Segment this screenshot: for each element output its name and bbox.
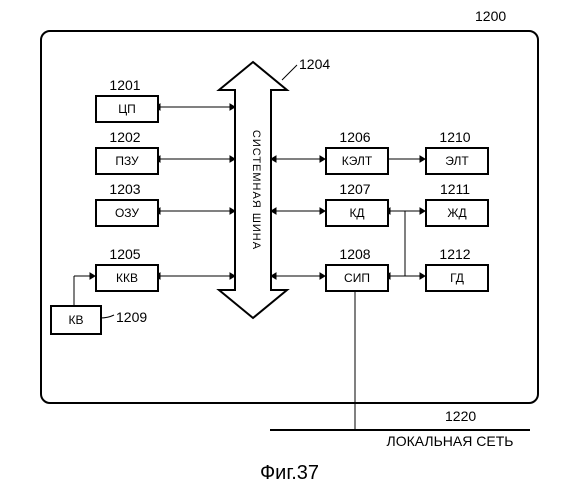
fd-num: 1212 bbox=[425, 246, 485, 262]
hd-num: 1211 bbox=[425, 181, 485, 197]
figure-label: Фиг.37 bbox=[0, 462, 579, 485]
cpu-box: ЦП bbox=[95, 95, 159, 123]
fd-box: ГД bbox=[425, 264, 489, 292]
diagram-stage: СИСТЕМНАЯ ШИНАЛОКАЛЬНАЯ СЕТЬ Фиг.37 1200… bbox=[0, 0, 579, 500]
crtc-box: КЭЛТ bbox=[325, 147, 389, 175]
kb-num: 1209 bbox=[116, 309, 147, 325]
outer-num: 1200 bbox=[475, 8, 506, 24]
crt-box: ЭЛТ bbox=[425, 147, 489, 175]
ram-box: ОЗУ bbox=[95, 199, 159, 227]
kbc-num: 1205 bbox=[95, 246, 155, 262]
kbc-box: ККВ bbox=[95, 264, 159, 292]
rom-box: ПЗУ bbox=[95, 147, 159, 175]
rom-num: 1202 bbox=[95, 129, 155, 145]
bus-num: 1204 bbox=[299, 56, 330, 72]
ram-num: 1203 bbox=[95, 181, 155, 197]
network-num: 1220 bbox=[445, 408, 476, 424]
dc-box: КД bbox=[325, 199, 389, 227]
svg-text:ЛОКАЛЬНАЯ СЕТЬ: ЛОКАЛЬНАЯ СЕТЬ bbox=[387, 433, 514, 449]
nic-box: СИП bbox=[325, 264, 389, 292]
crtc-num: 1206 bbox=[325, 129, 385, 145]
dc-num: 1207 bbox=[325, 181, 385, 197]
crt-num: 1210 bbox=[425, 129, 485, 145]
nic-num: 1208 bbox=[325, 246, 385, 262]
kb-box: КВ bbox=[50, 305, 102, 335]
hd-box: ЖД bbox=[425, 199, 489, 227]
cpu-num: 1201 bbox=[95, 77, 155, 93]
